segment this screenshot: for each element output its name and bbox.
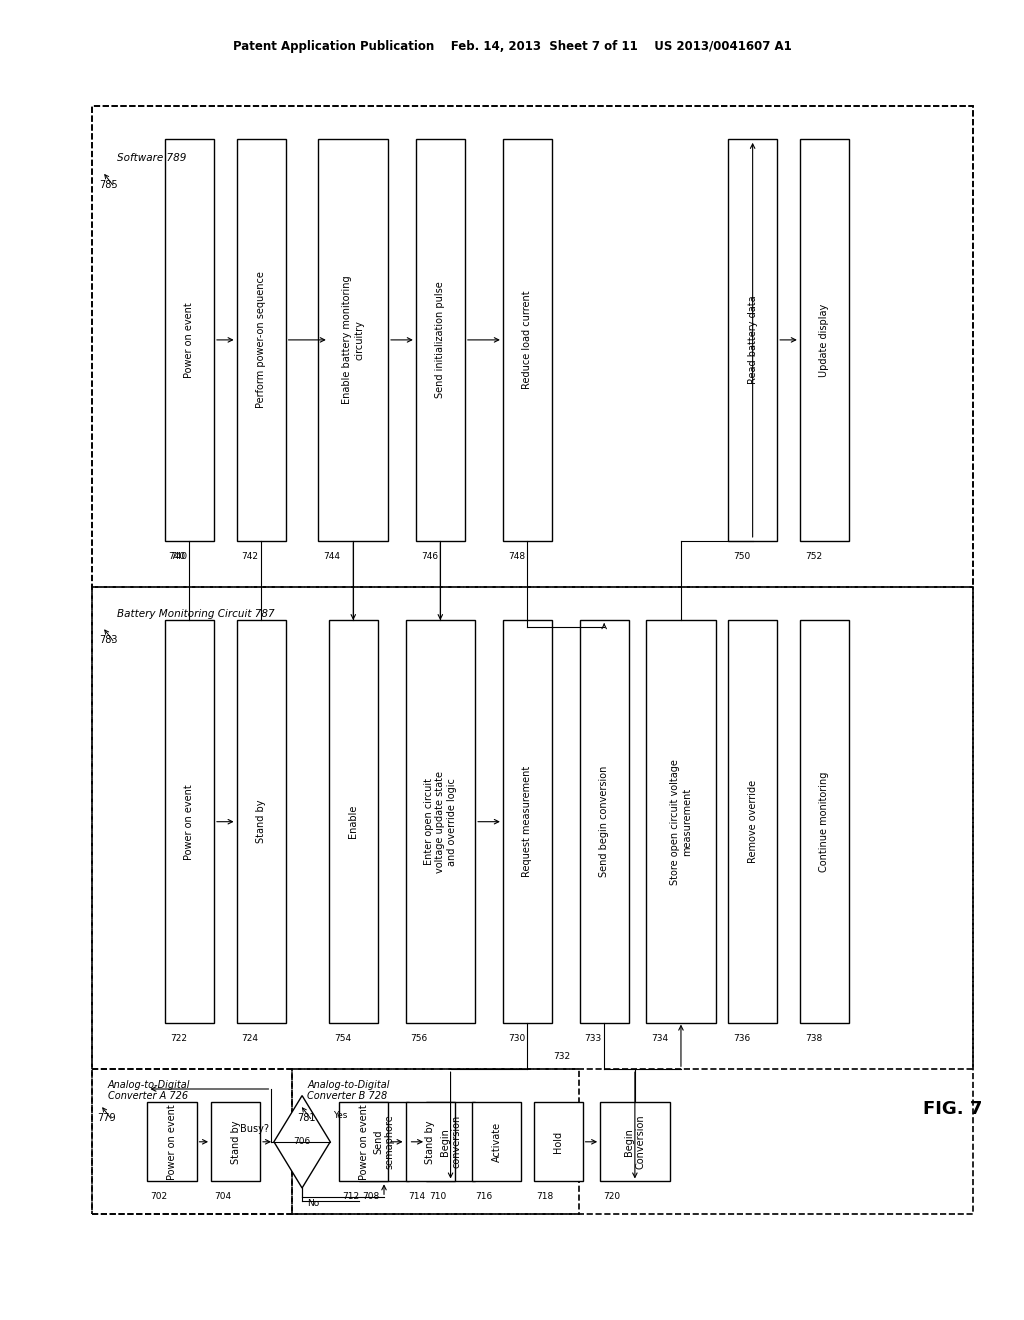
Text: 748: 748 [508, 552, 525, 561]
Text: Perform power-on sequence: Perform power-on sequence [256, 272, 266, 408]
Text: 722: 722 [170, 1034, 187, 1043]
Bar [503, 620, 552, 1023]
Bar [580, 620, 629, 1023]
Text: Battery Monitoring Circuit 787: Battery Monitoring Circuit 787 [117, 609, 274, 619]
Text: Activate: Activate [492, 1122, 502, 1162]
Text: 740: 740 [170, 552, 187, 561]
Bar [92, 1069, 292, 1214]
Bar [534, 1102, 583, 1181]
Text: 704: 704 [214, 1192, 231, 1201]
Bar [92, 587, 973, 1069]
Bar [406, 620, 475, 1023]
Text: 720: 720 [603, 1192, 621, 1201]
Text: 733: 733 [585, 1034, 602, 1043]
Text: 710: 710 [429, 1192, 446, 1201]
Text: Power on event: Power on event [184, 302, 195, 378]
Text: Send
semaphore: Send semaphore [373, 1114, 395, 1170]
Text: Update display: Update display [819, 304, 829, 376]
Text: 781: 781 [297, 1113, 315, 1123]
Bar [92, 106, 973, 587]
Text: 740: 740 [168, 552, 185, 561]
Text: Request measurement: Request measurement [522, 766, 532, 878]
Text: 716: 716 [475, 1192, 493, 1201]
Text: FIG. 7: FIG. 7 [923, 1100, 982, 1118]
Text: 724: 724 [242, 1034, 259, 1043]
Bar [503, 139, 552, 541]
Text: 754: 754 [334, 1034, 351, 1043]
Text: Send initialization pulse: Send initialization pulse [435, 281, 445, 399]
Text: Reduce load current: Reduce load current [522, 290, 532, 389]
Text: 744: 744 [324, 552, 341, 561]
Bar [211, 1102, 260, 1181]
Bar [728, 620, 777, 1023]
Text: Analog-to-Digital
Converter B 728: Analog-to-Digital Converter B 728 [307, 1080, 390, 1101]
Text: Enable battery monitoring
circuitry: Enable battery monitoring circuitry [342, 276, 365, 404]
Text: Patent Application Publication    Feb. 14, 2013  Sheet 7 of 11    US 2013/004160: Patent Application Publication Feb. 14, … [232, 40, 792, 53]
Text: 702: 702 [151, 1192, 168, 1201]
Text: Stand by: Stand by [425, 1121, 435, 1163]
Text: 712: 712 [342, 1192, 359, 1201]
Text: 714: 714 [409, 1192, 426, 1201]
Text: Enter open circuit
voltage update state
and override logic: Enter open circuit voltage update state … [424, 771, 457, 873]
Bar [147, 1102, 197, 1181]
Bar [728, 139, 777, 541]
Text: 785: 785 [99, 180, 118, 190]
Text: Hold: Hold [553, 1131, 563, 1152]
Text: No: No [307, 1199, 319, 1208]
Text: 718: 718 [537, 1192, 554, 1201]
Bar [600, 1102, 670, 1181]
Text: 746: 746 [421, 552, 438, 561]
Bar [359, 1102, 409, 1181]
Text: 734: 734 [651, 1034, 669, 1043]
Text: Busy?: Busy? [240, 1123, 268, 1134]
Text: Stand by: Stand by [230, 1121, 241, 1163]
Text: Begin
conversion: Begin conversion [439, 1115, 462, 1168]
Text: Power on event: Power on event [184, 784, 195, 859]
Text: Send begin conversion: Send begin conversion [599, 766, 609, 878]
Text: Continue monitoring: Continue monitoring [819, 771, 829, 873]
Text: 706: 706 [294, 1138, 310, 1146]
Bar [406, 1102, 455, 1181]
Text: Begin
Conversion: Begin Conversion [624, 1114, 646, 1170]
Bar [92, 106, 973, 1214]
Text: Stand by: Stand by [256, 800, 266, 843]
Text: 742: 742 [242, 552, 259, 561]
Text: Store open circuit voltage
measurement: Store open circuit voltage measurement [670, 759, 692, 884]
Text: 783: 783 [99, 635, 118, 645]
Bar [318, 139, 388, 541]
Bar [426, 1102, 475, 1181]
Bar [165, 620, 214, 1023]
Bar [292, 1069, 579, 1214]
Text: 738: 738 [805, 1034, 822, 1043]
Text: Yes: Yes [334, 1111, 348, 1119]
Text: Power on event: Power on event [167, 1104, 177, 1180]
Bar [329, 620, 378, 1023]
Bar [237, 620, 286, 1023]
Polygon shape [273, 1096, 330, 1188]
Text: Enable: Enable [348, 805, 358, 838]
Text: 756: 756 [411, 1034, 428, 1043]
Bar [339, 1102, 388, 1181]
Text: Remove override: Remove override [748, 780, 758, 863]
Bar [800, 139, 849, 541]
Text: 750: 750 [733, 552, 751, 561]
Text: 730: 730 [508, 1034, 525, 1043]
Bar [416, 139, 465, 541]
Bar [800, 620, 849, 1023]
Text: Read battery data: Read battery data [748, 296, 758, 384]
Text: 752: 752 [805, 552, 822, 561]
Text: 732: 732 [553, 1052, 570, 1061]
Bar [237, 139, 286, 541]
Bar [646, 620, 716, 1023]
Text: 779: 779 [97, 1113, 116, 1123]
Text: 736: 736 [733, 1034, 751, 1043]
Text: 708: 708 [362, 1192, 380, 1201]
Bar [165, 139, 214, 541]
Text: Analog-to-Digital
Converter A 726: Analog-to-Digital Converter A 726 [108, 1080, 190, 1101]
Text: Power on event: Power on event [358, 1104, 369, 1180]
Bar [472, 1102, 521, 1181]
Text: Software 789: Software 789 [117, 153, 186, 164]
